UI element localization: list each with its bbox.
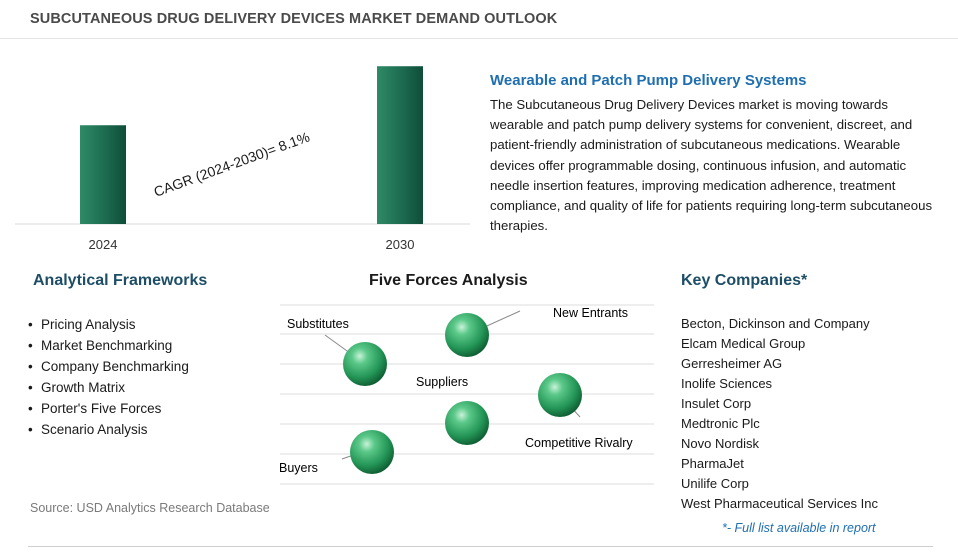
company-item: Unilife Corp — [681, 476, 749, 491]
company-item: Inolife Sciences — [681, 376, 773, 391]
new-entrants-label: New Entrants — [553, 306, 628, 320]
trend-title: Wearable and Patch Pump Delivery Systems — [490, 72, 807, 89]
frameworks-list: Pricing Analysis Market Benchmarking Com… — [28, 314, 189, 440]
suppliers-label: Suppliers — [416, 375, 468, 389]
competitive-rivalry-sphere — [538, 373, 582, 417]
trend-description: The Subcutaneous Drug Delivery Devices m… — [490, 97, 933, 234]
suppliers-sphere — [445, 401, 489, 445]
company-item: Gerresheimer AG — [681, 356, 783, 371]
companies-list: Becton, Dickinson and Company Elcam Medi… — [681, 314, 878, 514]
framework-item: Scenario Analysis — [28, 419, 189, 440]
new-entrants-sphere — [445, 313, 489, 357]
cagr-annotation: CAGR (2024-2030)= 8.1% — [152, 128, 312, 199]
company-item: Medtronic Plc — [681, 416, 760, 431]
market-bar-chart: 2024 2030 CAGR (2024-2030)= 8.1% — [15, 66, 470, 252]
company-item: PharmaJet — [681, 456, 744, 471]
framework-item: Pricing Analysis — [28, 314, 189, 335]
footer-divider — [28, 546, 933, 547]
buyers-sphere — [350, 430, 394, 474]
company-item: Elcam Medical Group — [681, 336, 806, 351]
frameworks-title: Analytical Frameworks — [33, 272, 208, 289]
full-list-note: *- Full list available in report — [722, 521, 876, 535]
bar-2030 — [377, 66, 423, 224]
header-divider — [0, 38, 958, 39]
x-tick-2024: 2024 — [89, 237, 118, 252]
company-item: West Pharmaceutical Services Inc — [681, 496, 878, 511]
page-title: SUBCUTANEOUS DRUG DELIVERY DEVICES MARKE… — [30, 11, 558, 27]
source-note: Source: USD Analytics Research Database — [30, 501, 270, 515]
buyers-label: Buyers — [279, 461, 318, 475]
competitive-rivalry-label: Competitive Rivalry — [525, 436, 633, 450]
x-tick-2030: 2030 — [386, 237, 415, 252]
framework-item: Market Benchmarking — [28, 335, 189, 356]
five-forces-diagram: Substitutes New Entrants Suppliers Compe… — [279, 304, 654, 485]
substitutes-label: Substitutes — [287, 317, 349, 331]
substitutes-sphere — [343, 342, 387, 386]
framework-item: Porter's Five Forces — [28, 398, 189, 419]
five-forces-title: Five Forces Analysis — [369, 272, 528, 289]
company-item: Becton, Dickinson and Company — [681, 316, 870, 331]
framework-item: Company Benchmarking — [28, 356, 189, 377]
company-item: Insulet Corp — [681, 396, 752, 411]
bar-2024 — [80, 125, 126, 224]
companies-title: Key Companies* — [681, 272, 808, 289]
framework-item: Growth Matrix — [28, 377, 189, 398]
company-item: Novo Nordisk — [681, 436, 760, 451]
